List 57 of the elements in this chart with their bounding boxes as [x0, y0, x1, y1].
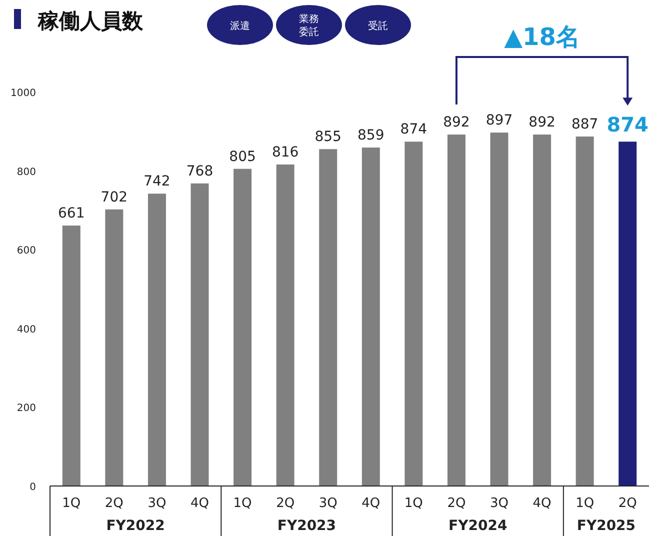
y-tick-label: 1000	[10, 88, 36, 99]
text: FY2024	[448, 518, 508, 534]
data-label: 768	[186, 163, 214, 180]
data-label: 859	[358, 128, 384, 144]
text: ▲18名	[504, 23, 580, 51]
text: FY2023	[277, 518, 336, 534]
bar	[319, 149, 338, 486]
bar	[362, 148, 380, 486]
data-label: 892	[528, 114, 556, 131]
y-tick-label: 800	[16, 166, 36, 178]
bar	[490, 132, 508, 486]
bar	[190, 183, 209, 486]
bar	[447, 134, 466, 486]
x-tick-label: 4Q	[190, 496, 210, 511]
bar	[404, 142, 423, 486]
pill: 受託	[345, 5, 411, 45]
bar	[105, 209, 124, 486]
data-label: 874	[606, 112, 648, 137]
bar	[618, 142, 637, 486]
x-tick-label: 3Q	[148, 496, 166, 511]
data-label: 661	[58, 206, 85, 222]
x-tick-label: 3Q	[490, 496, 509, 511]
x-tick-label: 2Q	[276, 496, 295, 511]
x-tick-label: 2Q	[618, 496, 637, 511]
data-label: 874	[400, 122, 428, 138]
y-tick-label: 200	[16, 403, 36, 414]
text: FY2025	[576, 518, 636, 534]
x-tick-label: 4Q	[362, 496, 380, 511]
bar	[148, 194, 166, 486]
pill: 業務委託	[276, 5, 342, 45]
x-tick-label: 1Q	[233, 496, 252, 511]
data-label: 887	[571, 116, 598, 133]
y-tick-label: 600	[16, 246, 36, 257]
data-label: 855	[314, 129, 342, 146]
text: FY2022	[106, 518, 165, 534]
x-tick-label: 2Q	[104, 496, 124, 511]
y-tick-label: 0	[30, 482, 36, 493]
data-label: 742	[144, 174, 170, 190]
bar	[62, 226, 80, 486]
bar	[533, 134, 552, 486]
data-label: 897	[486, 112, 513, 129]
x-tick-label: 3Q	[318, 496, 338, 511]
data-label: 892	[443, 114, 470, 131]
data-label: 805	[229, 148, 256, 165]
x-tick-label: 1Q	[576, 496, 594, 511]
data-label: 702	[100, 189, 128, 206]
x-tick-label: 1Q	[62, 496, 81, 511]
bar	[276, 164, 294, 486]
x-tick-label: 2Q	[447, 496, 466, 511]
pill: 派遣	[207, 5, 273, 45]
x-tick-label: 1Q	[404, 496, 423, 511]
y-tick-label: 400	[16, 324, 36, 336]
bar	[576, 136, 594, 486]
data-label: 816	[272, 144, 299, 160]
bar	[234, 168, 252, 486]
chart-title: 稼働人員数	[37, 9, 144, 33]
x-tick-label: 4Q	[532, 496, 552, 511]
